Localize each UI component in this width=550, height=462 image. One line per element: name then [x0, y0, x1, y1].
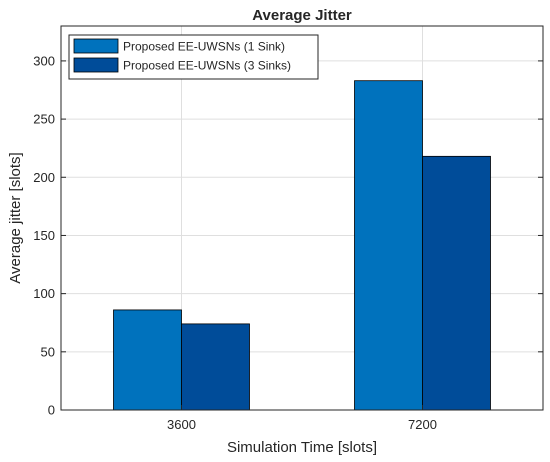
bar: [354, 80, 423, 411]
y-axis-label: Average jitter [slots]: [7, 152, 24, 283]
bars: [113, 80, 491, 411]
x-axis-label: Simulation Time [slots]: [227, 439, 377, 456]
plot-frame: [60, 25, 544, 411]
x-tick-label: 3600: [167, 417, 196, 432]
y-axis-ticks: 0 50 100 150 200 250 300: [33, 53, 543, 418]
y-tick-label: 300: [33, 53, 55, 68]
y-tick-label: 150: [33, 228, 55, 243]
legend-swatch: [73, 57, 119, 73]
y-tick-label: 200: [33, 170, 55, 185]
y-tick-label: 250: [33, 112, 55, 127]
bar: [422, 155, 491, 411]
legend-swatch: [73, 38, 119, 54]
y-tick-label: 0: [48, 403, 55, 418]
y-tick-label: 50: [41, 344, 55, 359]
legend-label: Proposed EE-UWSNs (3 Sinks): [123, 59, 291, 73]
legend: Proposed EE-UWSNs (1 Sink) Proposed EE-UW…: [68, 34, 319, 80]
y-tick-label: 100: [33, 286, 55, 301]
chart-title: Average Jitter: [252, 7, 352, 24]
bar: [113, 309, 182, 411]
legend-label: Proposed EE-UWSNs (1 Sink): [123, 40, 285, 54]
x-tick-label: 7200: [408, 417, 437, 432]
bar: [181, 323, 250, 411]
x-axis-ticks: 3600 7200: [167, 405, 437, 432]
